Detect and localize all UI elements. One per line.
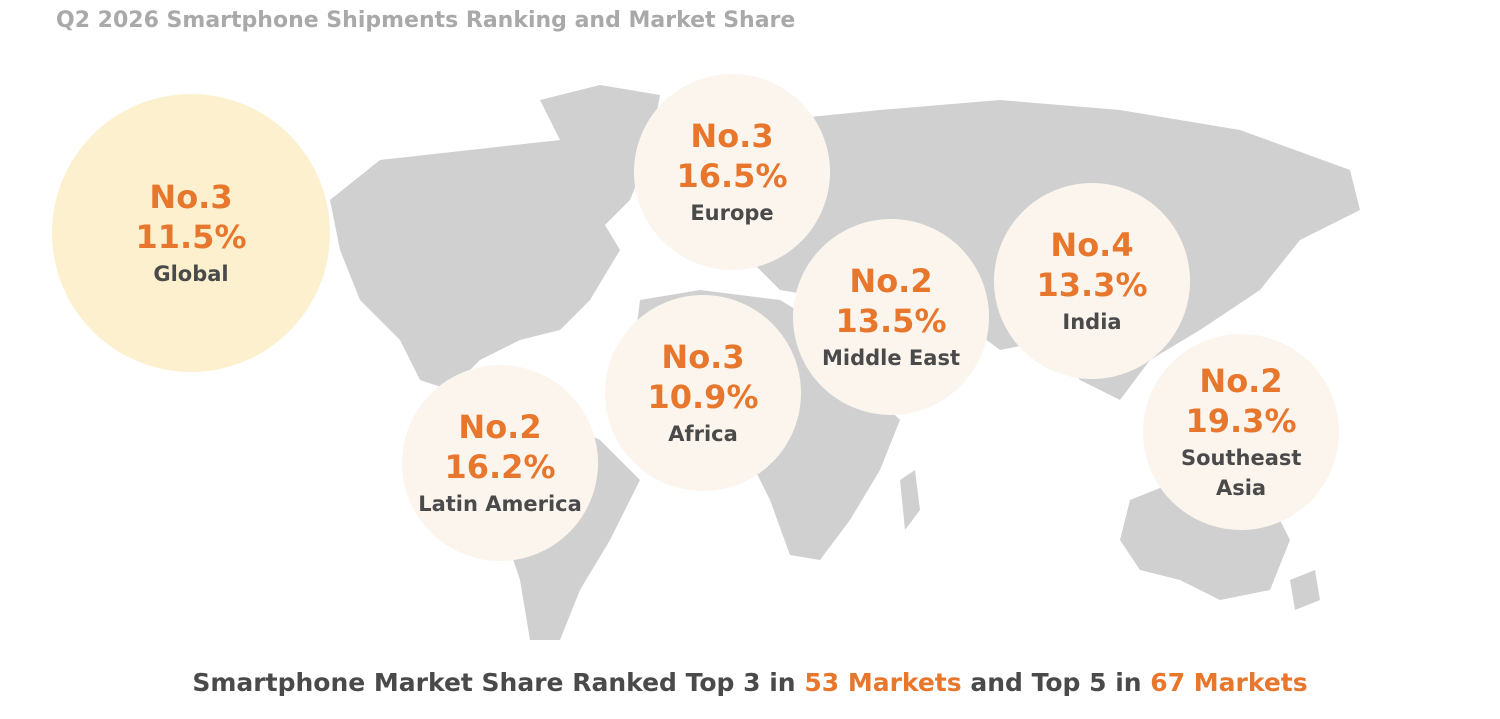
- region-bubble: No.2 19.3% Southeast Asia: [1143, 334, 1339, 530]
- region-rank: No.3: [661, 338, 745, 376]
- footer-text: Smartphone Market Share Ranked Top 3 in: [192, 668, 805, 697]
- region-bubble: No.2 16.2% Latin America: [402, 365, 598, 561]
- region-share: 13.3%: [1036, 266, 1148, 304]
- region-name: Africa: [668, 422, 738, 446]
- region-name: Europe: [690, 201, 774, 225]
- region-rank: No.2: [849, 262, 933, 300]
- region-share: 16.5%: [676, 157, 788, 195]
- region-bubble: No.3 11.5% Global: [52, 94, 330, 372]
- footer-text: and Top 5 in: [961, 668, 1151, 697]
- region-name: Global: [153, 262, 229, 286]
- region-share: 11.5%: [135, 218, 247, 256]
- footer: Smartphone Market Share Ranked Top 3 in …: [0, 668, 1500, 697]
- region-name: Southeast Asia: [1181, 446, 1302, 500]
- region-bubble: No.3 10.9% Africa: [605, 295, 801, 491]
- region-bubble: No.4 13.3% India: [994, 183, 1190, 379]
- region-rank: No.2: [458, 408, 542, 446]
- region-name: Latin America: [418, 492, 582, 516]
- region-share: 16.2%: [444, 448, 556, 486]
- region-bubble: No.2 13.5% Middle East: [793, 219, 989, 415]
- region-share: 10.9%: [647, 378, 759, 416]
- region-rank: No.3: [149, 178, 233, 216]
- region-share: 13.5%: [835, 302, 947, 340]
- footer-highlight: 67 Markets: [1150, 668, 1308, 697]
- region-rank: No.2: [1199, 362, 1283, 400]
- region-name: India: [1062, 310, 1122, 334]
- region-bubble: No.3 16.5% Europe: [634, 74, 830, 270]
- region-name: Middle East: [822, 346, 960, 370]
- region-rank: No.4: [1050, 226, 1134, 264]
- footer-highlight: 53 Markets: [804, 668, 962, 697]
- region-rank: No.3: [690, 117, 774, 155]
- region-share: 19.3%: [1185, 402, 1297, 440]
- title: Q2 2026 Smartphone Shipments Ranking and…: [56, 8, 796, 33]
